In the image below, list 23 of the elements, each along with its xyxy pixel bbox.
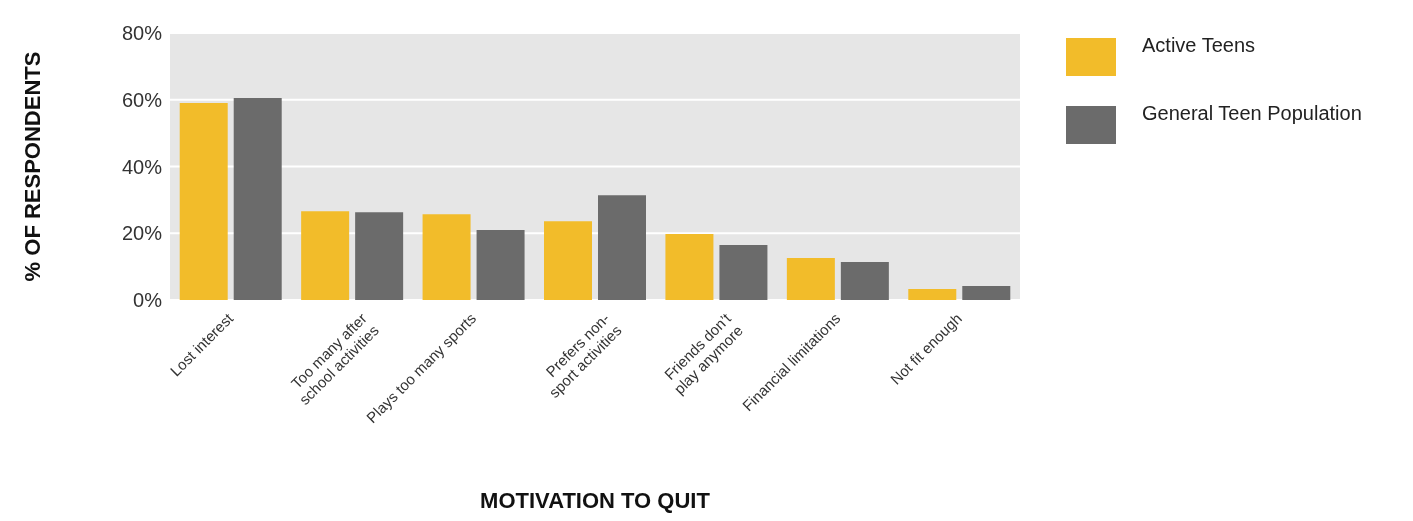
- bar: [719, 244, 768, 300]
- bar: [908, 288, 957, 300]
- y-axis-title: % OF RESPONDENTS: [19, 51, 45, 282]
- y-tick-label: 40%: [121, 155, 163, 178]
- bar: [598, 195, 646, 300]
- x-axis-title: MOTIVATION TO QUIT: [480, 488, 711, 513]
- bar: [476, 229, 525, 300]
- bar: [179, 103, 228, 300]
- bar: [422, 214, 471, 300]
- bar: [544, 221, 592, 300]
- bar: [355, 212, 404, 300]
- y-tick-label: 0%: [133, 289, 163, 312]
- y-tick-label: 80%: [121, 22, 163, 45]
- bar: [301, 211, 350, 300]
- y-tick-label: 20%: [121, 222, 163, 245]
- bar: [665, 233, 714, 300]
- y-tick-label: 60%: [121, 88, 163, 111]
- legend-label: Active Teens: [1142, 33, 1256, 57]
- bar: [233, 98, 282, 300]
- bar: [786, 257, 835, 300]
- bar: [962, 285, 1011, 300]
- legend-label: General Teen Population: [1142, 101, 1362, 125]
- bar: [840, 261, 889, 300]
